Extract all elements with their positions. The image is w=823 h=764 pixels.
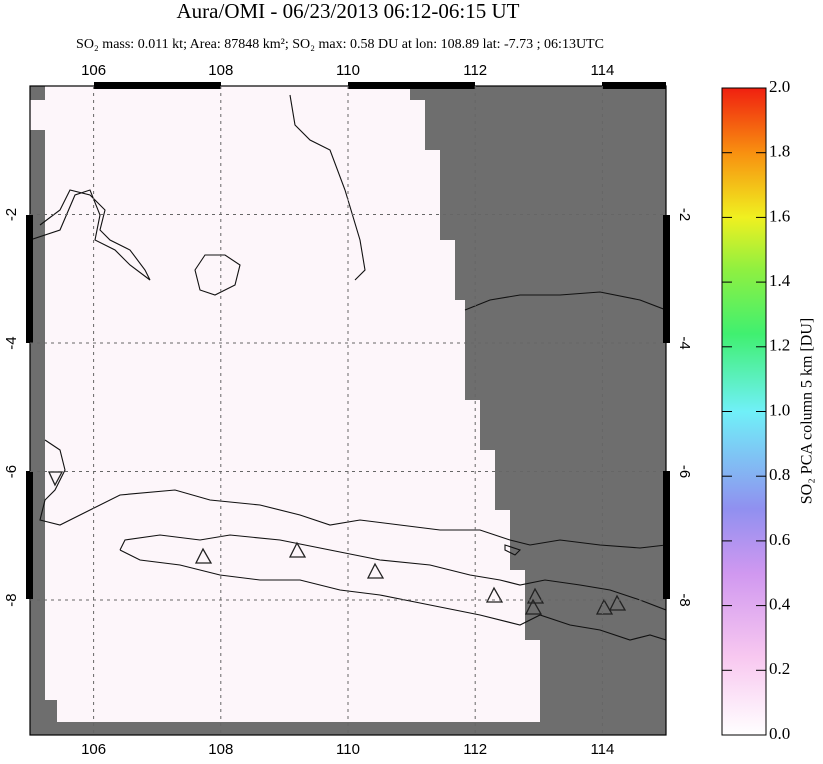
x-tick-label: 112 xyxy=(463,741,487,758)
y-tick-label: -4 xyxy=(676,336,693,349)
x-tick-label: 114 xyxy=(590,62,614,79)
colorbar-tick-label: 0.2 xyxy=(769,659,790,678)
x-tick-label: 110 xyxy=(336,741,360,758)
title: Aura/OMI - 06/23/2013 06:12-06:15 UT xyxy=(177,0,520,23)
colorbar-tick-label: 0.6 xyxy=(769,530,790,549)
x-tick-label: 110 xyxy=(336,62,360,79)
y-tick-label: -2 xyxy=(676,208,693,221)
map xyxy=(30,86,666,735)
x-tick-label: 114 xyxy=(590,741,614,758)
x-tick-label: 112 xyxy=(463,62,487,79)
colorbar-tick-label: 0.4 xyxy=(769,595,791,614)
x-tick-label: 108 xyxy=(208,62,233,79)
y-tick-label: -6 xyxy=(676,465,693,478)
coastlines xyxy=(30,94,666,641)
map-frame xyxy=(26,82,670,736)
y-tick-label: -8 xyxy=(676,593,693,606)
colorbar-label: SO₂ PCA column 5 km [DU] xyxy=(799,318,816,504)
x-tick-label: 108 xyxy=(208,741,233,758)
y-tick-label: -8 xyxy=(3,593,20,606)
subtitle: SO₂ mass: 0.011 kt; Area: 87848 km²; SO₂… xyxy=(76,37,604,52)
colorbar-tick-label: 1.0 xyxy=(769,400,790,419)
volcano-markers xyxy=(47,471,627,615)
colorbar-tick-label: 1.2 xyxy=(769,336,790,355)
y-tick-label: -2 xyxy=(3,208,20,221)
colorbar-tick-label: 1.6 xyxy=(769,206,790,225)
colorbar-tick-label: 1.8 xyxy=(769,142,790,161)
colorbar-tick-label: 0.8 xyxy=(769,465,790,484)
colorbar-tick-label: 1.4 xyxy=(769,271,791,290)
colorbar-tick-label: 0.0 xyxy=(769,724,790,743)
x-tick-label: 106 xyxy=(81,741,106,758)
colorbar-tick-label: 2.0 xyxy=(769,77,790,96)
y-tick-label: -6 xyxy=(3,465,20,478)
y-tick-label: -4 xyxy=(3,336,20,349)
x-tick-label: 106 xyxy=(81,62,106,79)
